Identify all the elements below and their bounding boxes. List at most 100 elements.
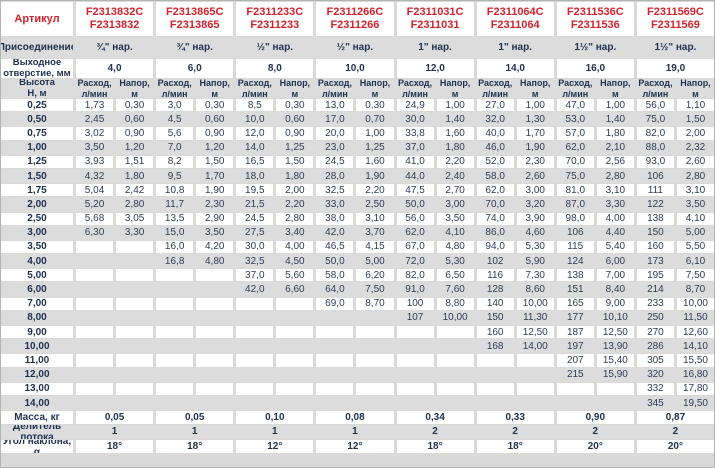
flow-cell xyxy=(316,382,354,395)
flow-cell: 286 xyxy=(647,340,664,352)
table-row: 1,00 3,50 1,20 7,0 1,20 14,0 1,25 23,0 1,25 37,0 1… xyxy=(1,140,714,155)
flow-cell: 122 xyxy=(647,198,664,210)
flow-cell: 46,0 xyxy=(485,142,505,154)
outlet-row: Выходное отверстие, мм 4,0 6,0 8,0 10,0 12,0 1… xyxy=(1,58,714,79)
flow-cell: 10,8 xyxy=(156,184,194,197)
flow-header-cell: Расход, л/мин xyxy=(77,79,112,98)
flow-cell: 33,0 xyxy=(325,198,345,210)
head-cell: 12,50 xyxy=(596,326,634,339)
head-cell: 0,90 xyxy=(116,127,154,140)
article-row: Артикул F2313832C F2313832 F2313865C F2313… xyxy=(1,1,714,37)
angle-cell: 12° xyxy=(236,440,314,454)
head-cell: 2,30 xyxy=(204,198,225,210)
flow-cell xyxy=(397,368,434,382)
flow-cell xyxy=(557,396,594,410)
head-header-cell: Напор, м xyxy=(600,79,631,98)
head-cell xyxy=(196,396,233,410)
flow-cell: 177 xyxy=(566,312,584,324)
head-cell: 7,30 xyxy=(516,269,554,282)
head-cell: 2,10 xyxy=(605,142,626,154)
flow-cell xyxy=(76,382,114,395)
flow-cell xyxy=(236,339,273,353)
head-cell xyxy=(116,282,153,296)
head-cell: 1,50 xyxy=(196,155,234,168)
flow-cell: 27,5 xyxy=(245,227,265,239)
head-cell: 9,00 xyxy=(596,297,634,310)
height-cell: 0,50 xyxy=(27,113,47,125)
head-cell: 13,90 xyxy=(602,340,628,352)
flow-cell: 62,0 xyxy=(565,142,586,154)
head-cell: 5,30 xyxy=(445,255,465,267)
flow-cell: 151 xyxy=(566,284,584,296)
flow-cell: 38,0 xyxy=(316,212,354,225)
head-cell xyxy=(356,396,393,410)
flow-cell: 150 xyxy=(647,227,664,239)
flow-cell: 8,5 xyxy=(236,99,274,112)
outlet-cell: 14,0 xyxy=(476,59,554,78)
divider-cell: 2 xyxy=(672,426,679,438)
flow-cell xyxy=(236,368,273,382)
head-cell xyxy=(597,396,634,410)
head-cell: 1,80 xyxy=(445,142,465,154)
head-cell: 2,60 xyxy=(525,170,545,182)
flow-cell: 3,93 xyxy=(76,155,114,168)
table-row: 3,00 6,30 3,30 15,0 3,50 27,5 3,40 42,0 3,70 62,0… xyxy=(1,225,714,240)
mass-cell: 0,33 xyxy=(476,411,554,424)
flow-cell: 4,32 xyxy=(84,170,105,182)
head-cell xyxy=(196,382,234,395)
height-label: Высота Н, м xyxy=(19,79,55,98)
flow-cell xyxy=(477,368,514,382)
flow-cell: 138 xyxy=(556,269,594,282)
flow-cell: 50,0 xyxy=(405,198,425,210)
flow-cell: 173 xyxy=(647,255,664,267)
flow-cell: 160 xyxy=(476,326,514,339)
flow-cell xyxy=(76,282,113,296)
head-cell: 2,50 xyxy=(365,198,385,210)
head-cell: 8,70 xyxy=(356,297,394,310)
table-row: 1,75 5,04 2,42 10,8 1,90 19,5 2,00 32,5 2,20 47,5… xyxy=(1,183,714,197)
divider-cell: 2 xyxy=(512,426,518,438)
divider-cell: 2 xyxy=(432,426,438,438)
flow-cell: 47,0 xyxy=(556,99,594,112)
head-cell: 7,50 xyxy=(676,269,714,282)
head-cell: 1,90 xyxy=(525,142,545,154)
flow-cell: 215 xyxy=(566,369,584,381)
head-cell: 2,42 xyxy=(116,184,154,197)
head-cell: 0,30 xyxy=(196,99,234,112)
connection-row: Присоединение ¾" нар. ¾" нар. ½" нар. ½" нар… xyxy=(1,37,714,58)
flow-cell xyxy=(316,339,353,353)
head-cell: 0,60 xyxy=(204,113,225,125)
height-cell: 5,00 xyxy=(1,269,73,282)
flow-cell: 75,0 xyxy=(565,170,586,182)
flow-cell: 7,0 xyxy=(167,142,182,154)
flow-cell: 81,0 xyxy=(556,184,594,197)
head-cell xyxy=(116,396,153,410)
head-cell: 8,40 xyxy=(605,284,626,296)
flow-cell: 37,0 xyxy=(236,269,274,282)
divider-row: Делитель потока 1 1 1 1 2 2 2 2 xyxy=(1,424,714,440)
flow-header-cell: Расход, л/мин xyxy=(237,79,272,98)
outlet-cell: 16,0 xyxy=(556,59,634,78)
head-cell xyxy=(196,339,233,353)
flow-cell: 64,0 xyxy=(325,284,345,296)
head-cell: 2,80 xyxy=(276,212,314,225)
head-cell xyxy=(116,326,154,339)
outlet-cell: 19,0 xyxy=(636,59,714,78)
connection-cell: ¾" нар. xyxy=(96,42,133,53)
head-cell: 2,90 xyxy=(196,212,234,225)
flow-cell: 50,0 xyxy=(325,255,345,267)
head-cell: 2,00 xyxy=(276,184,314,197)
head-cell xyxy=(196,368,233,382)
head-cell: 15,40 xyxy=(596,354,634,367)
flow-cell: 250 xyxy=(647,312,664,324)
head-cell xyxy=(356,368,393,382)
head-cell: 3,10 xyxy=(356,212,394,225)
flow-cell: 46,5 xyxy=(316,240,354,254)
flow-cell: 67,0 xyxy=(396,240,434,254)
head-cell: 3,10 xyxy=(676,184,714,197)
head-cell: 7,50 xyxy=(365,284,385,296)
head-cell: 5,50 xyxy=(676,240,714,254)
flow-header-cell: Расход, л/мин xyxy=(638,79,673,98)
flow-cell xyxy=(156,297,194,310)
